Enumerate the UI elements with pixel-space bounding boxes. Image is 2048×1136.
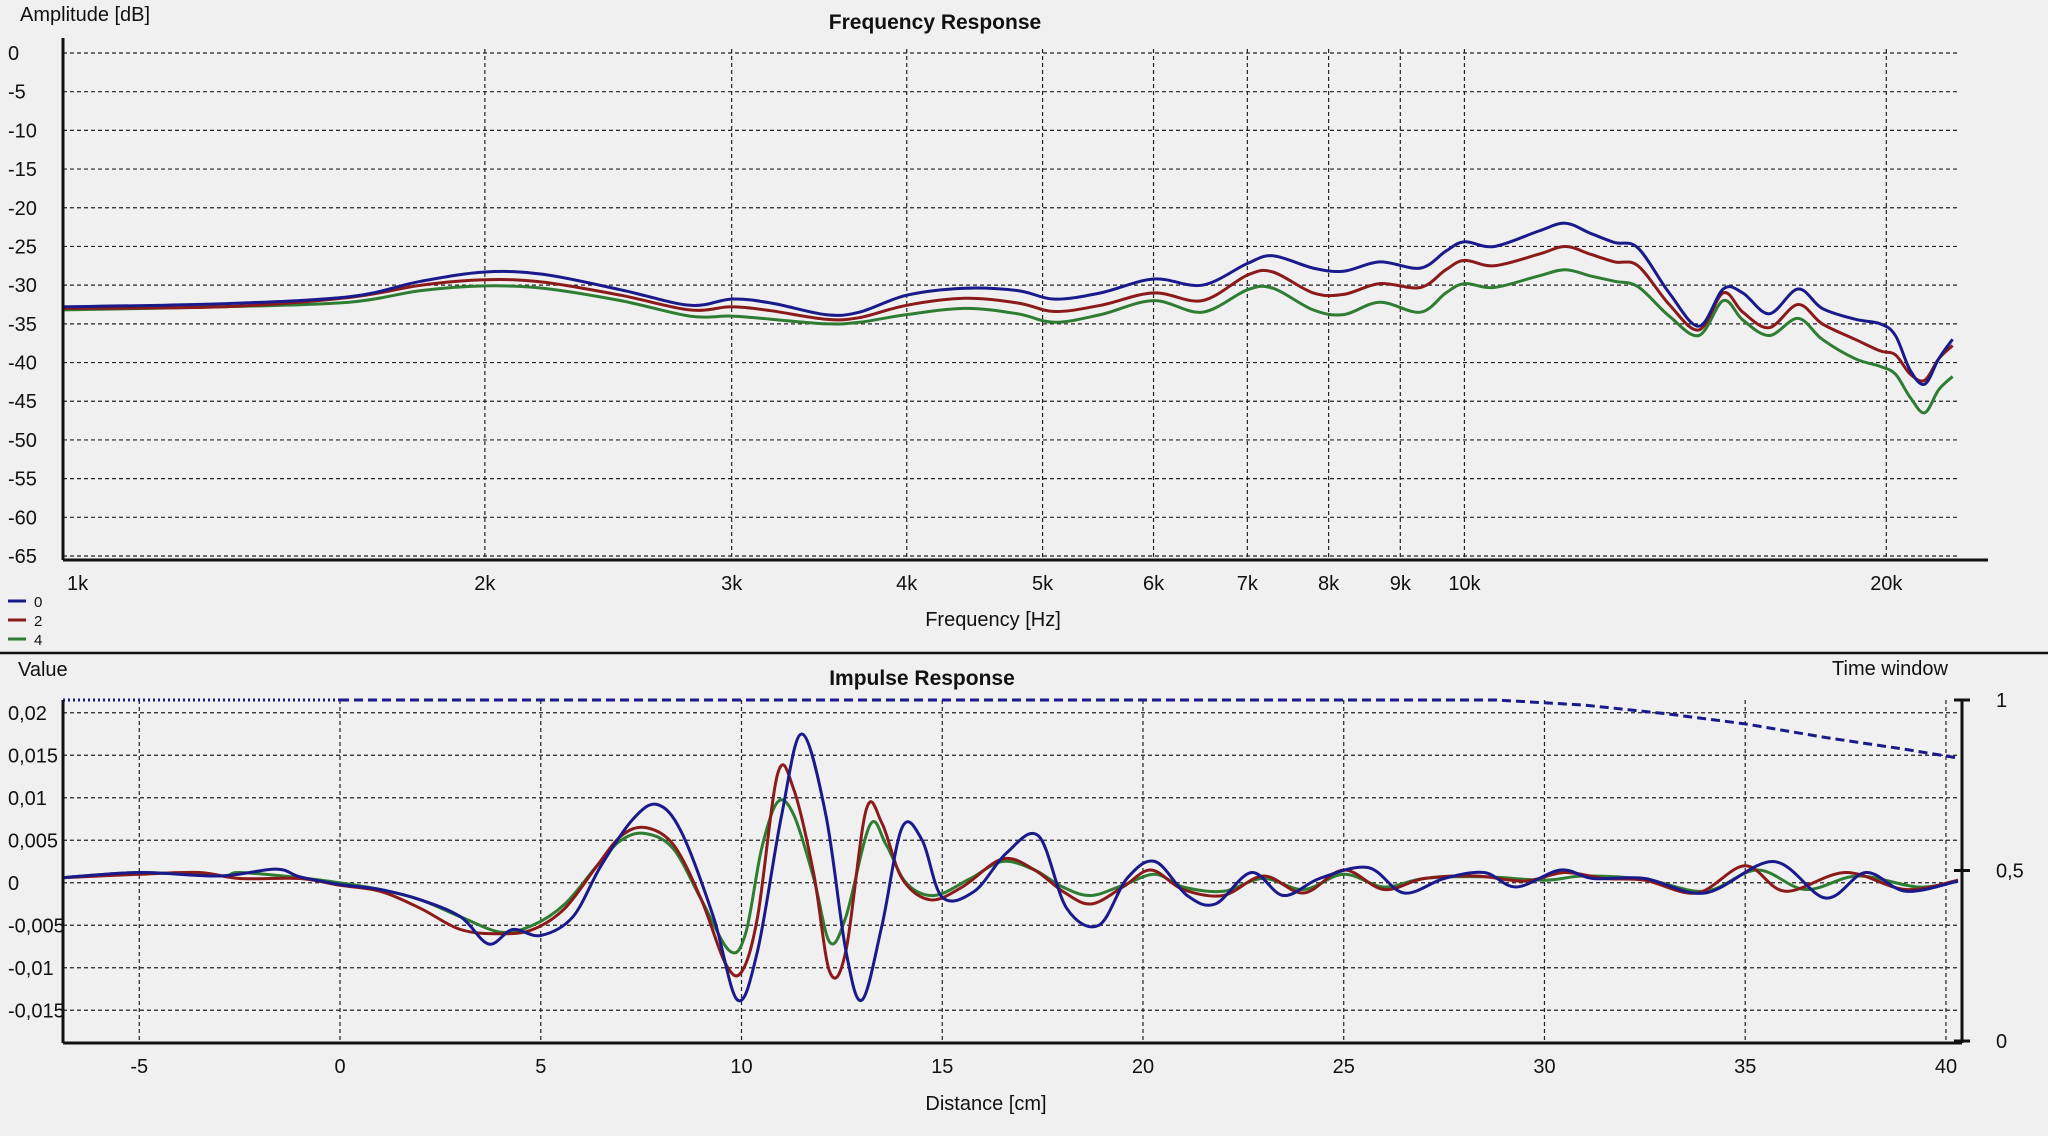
legend-entry-2: 2: [8, 613, 42, 630]
impulse-grid: [63, 700, 1958, 1043]
impulse-response-title: Impulse Response: [829, 667, 1015, 690]
frequency-x-ticks: 1k 2k 3k 4k 5k 6k 7k 8k 9k 10k 20k: [67, 573, 1903, 595]
frequency-series-line-0: [62, 221, 1954, 386]
frequency-response-plot: Frequency Response Amplitude [dB] Freque…: [8, 4, 1988, 631]
impulse-x-tick-label: 40: [1935, 1056, 1957, 1078]
frequency-grid: [63, 49, 1958, 560]
frequency-y-tick-label: -20: [8, 198, 37, 220]
impulse-x-tick-label: -5: [130, 1056, 148, 1078]
frequency-x-tick-label: 4k: [896, 573, 918, 595]
impulse-x-tick-label: 10: [730, 1056, 752, 1078]
impulse-x-ticks: -5 0 5 10 15 20 25 30 35 40: [130, 1056, 1957, 1078]
impulse-y-tick-label: 0,02: [8, 703, 47, 725]
time-window-line: [340, 698, 1959, 760]
time-window-y2-tick-label: 0,5: [1996, 861, 2024, 883]
frequency-y-ticks: 0 -5 -10 -15 -20 -25 -30 -35 -40 -45 -50 -55 -60 -65: [8, 43, 37, 568]
frequency-y-tick-label: -65: [8, 546, 37, 568]
impulse-series-line-2: [62, 763, 1959, 980]
impulse-x-tick-label: 35: [1734, 1056, 1756, 1078]
frequency-y-tick-label: 0: [8, 43, 19, 65]
impulse-response-plot: Impulse Response Value Time window Dista…: [8, 658, 2024, 1115]
amplitude-axis-label: Amplitude [dB]: [20, 4, 150, 26]
frequency-x-tick-label: 5k: [1032, 573, 1054, 595]
frequency-axis-label: Frequency [Hz]: [925, 609, 1061, 631]
legend-entry-0: 0: [8, 594, 42, 611]
frequency-x-tick-label: 1k: [67, 573, 89, 595]
impulse-y-tick-label: 0: [8, 873, 19, 895]
impulse-series-line-0: [62, 732, 1959, 1003]
distance-axis-label: Distance [cm]: [925, 1093, 1046, 1115]
impulse-x-tick-label: 0: [334, 1056, 345, 1078]
frequency-x-tick-label: 3k: [721, 573, 743, 595]
impulse-x-tick-label: 5: [535, 1056, 546, 1078]
impulse-y-tick-label: 0,01: [8, 788, 47, 810]
frequency-y-tick-label: -5: [8, 82, 26, 104]
frequency-y-tick-label: -15: [8, 159, 37, 181]
legend: 0 2 4: [8, 594, 42, 649]
impulse-y-tick-label: -0,005: [8, 915, 65, 937]
frequency-y-tick-label: -45: [8, 391, 37, 413]
impulse-y-tick-label: -0,01: [8, 958, 54, 980]
impulse-y-tick-label: 0,015: [8, 745, 58, 767]
frequency-x-tick-label: 7k: [1237, 573, 1259, 595]
frequency-y-tick-label: -25: [8, 236, 37, 258]
frequency-y-tick-label: -35: [8, 314, 37, 336]
frequency-x-tick-label: 2k: [474, 573, 496, 595]
impulse-y-tick-label: 0,005: [8, 830, 58, 852]
time-window-y2-tick-label: 1: [1996, 690, 2007, 712]
impulse-x-tick-label: 20: [1132, 1056, 1154, 1078]
frequency-response-title: Frequency Response: [829, 11, 1041, 34]
frequency-y-tick-label: -50: [8, 430, 37, 452]
frequency-x-tick-label: 10k: [1448, 573, 1481, 595]
legend-label-4: 4: [34, 632, 42, 649]
frequency-series-line-2: [62, 245, 1954, 383]
impulse-y-tick-label: -0,015: [8, 1000, 65, 1022]
time-window-axis-label: Time window: [1832, 658, 1949, 680]
legend-label-0: 0: [34, 594, 42, 611]
impulse-x-tick-label: 30: [1533, 1056, 1555, 1078]
value-axis-label: Value: [18, 659, 68, 681]
frequency-series-line-4: [62, 268, 1954, 415]
impulse-y-ticks: 0,02 0,015 0,01 0,005 0 -0,005 -0,01 -0,015: [8, 703, 65, 1023]
frequency-x-tick-label: 6k: [1143, 573, 1165, 595]
impulse-x-tick-label: 15: [931, 1056, 953, 1078]
frequency-x-tick-label: 8k: [1318, 573, 1340, 595]
frequency-y-tick-label: -55: [8, 469, 37, 491]
impulse-series-line-4: [62, 798, 1959, 955]
frequency-x-tick-label: 20k: [1870, 573, 1903, 595]
frequency-y-tick-label: -10: [8, 120, 37, 142]
legend-label-2: 2: [34, 613, 42, 630]
legend-entry-4: 4: [8, 632, 42, 649]
frequency-series: [62, 221, 1954, 415]
impulse-x-tick-label: 25: [1333, 1056, 1355, 1078]
time-window-y2-tick-label: 0: [1996, 1031, 2007, 1053]
frequency-y-tick-label: -60: [8, 507, 37, 529]
time-window-y2-ticks: 10,50: [1954, 690, 2024, 1053]
frequency-y-tick-label: -40: [8, 353, 37, 375]
impulse-series: [62, 698, 1959, 1003]
frequency-x-tick-label: 9k: [1390, 573, 1412, 595]
frequency-y-tick-label: -30: [8, 275, 37, 297]
